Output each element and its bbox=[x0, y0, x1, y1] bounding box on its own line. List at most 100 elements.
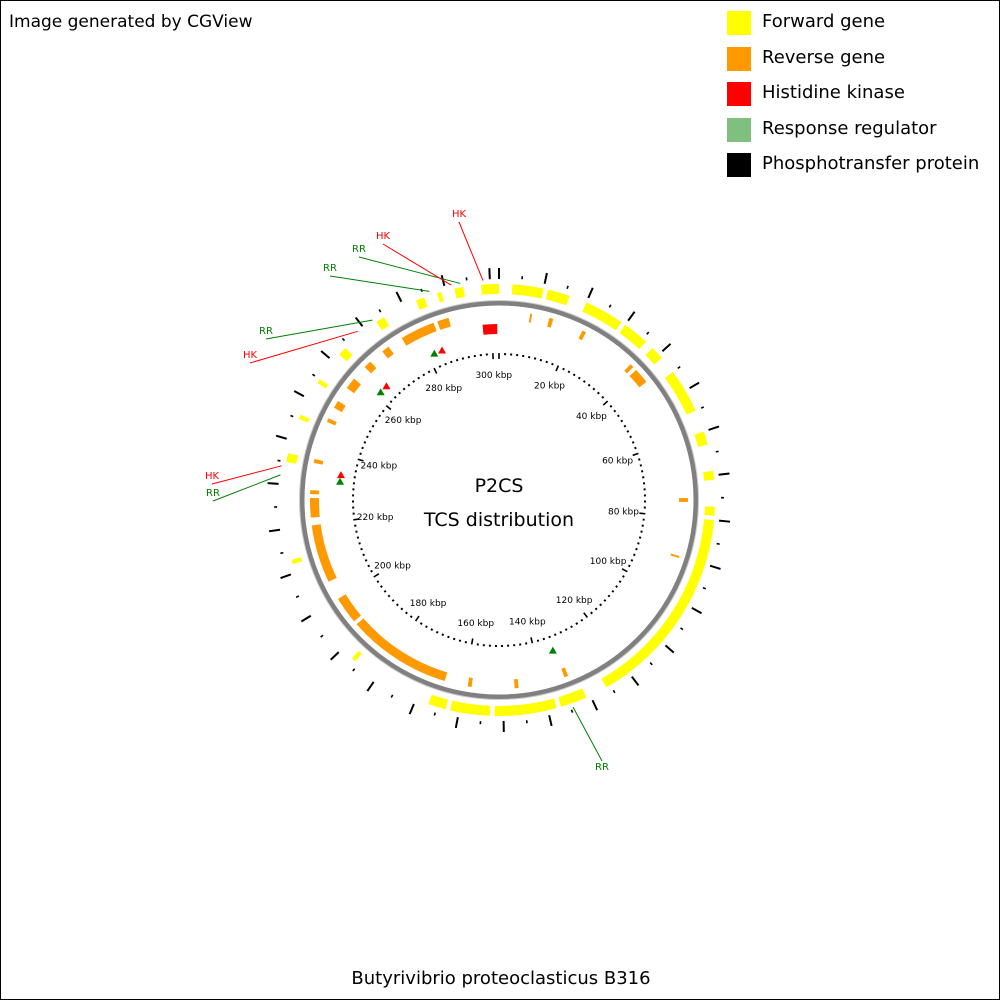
outer-tick bbox=[591, 699, 599, 711]
outer-tick bbox=[354, 316, 364, 327]
inner-minor-tick bbox=[422, 373, 426, 377]
tick-label: 120 kbp bbox=[556, 596, 593, 606]
outer-tick bbox=[608, 304, 612, 308]
reverse-gene bbox=[547, 317, 554, 328]
reverse-gene bbox=[624, 364, 634, 374]
inner-minor-tick bbox=[618, 580, 622, 583]
backbone-ring bbox=[299, 300, 699, 700]
outer-tick bbox=[649, 662, 653, 666]
inner-major-tick bbox=[621, 568, 628, 573]
organism-name: Butyrivibrio proteoclasticus B316 bbox=[351, 968, 651, 989]
outer-tick bbox=[709, 564, 721, 570]
inner-minor-tick bbox=[383, 589, 387, 593]
inner-minor-tick bbox=[361, 446, 364, 450]
inner-minor-tick bbox=[590, 611, 593, 615]
forward-gene bbox=[601, 519, 715, 688]
tick-label: 300 kbp bbox=[475, 371, 512, 381]
forward-gene bbox=[286, 453, 298, 464]
outer-tick bbox=[454, 716, 459, 729]
feature-leader-line bbox=[382, 243, 452, 286]
inner-minor-tick bbox=[364, 559, 368, 562]
inner-major-tick bbox=[583, 612, 589, 618]
swatch-response-regulator bbox=[727, 117, 751, 142]
outer-tick bbox=[280, 551, 284, 555]
inner-major-tick bbox=[385, 405, 392, 411]
reverse-gene bbox=[437, 317, 451, 330]
forward-gene bbox=[582, 302, 622, 331]
tick-label: 180 kbp bbox=[410, 599, 447, 609]
inner-minor-tick bbox=[363, 441, 367, 444]
outer-tick bbox=[627, 311, 636, 322]
outer-tick bbox=[631, 676, 640, 686]
reverse-gene bbox=[561, 667, 569, 678]
inner-minor-tick bbox=[402, 387, 406, 391]
rr-marker bbox=[376, 388, 385, 396]
forward-gene bbox=[454, 286, 465, 299]
inner-major-tick bbox=[530, 637, 534, 644]
tick-label: 260 kbp bbox=[385, 416, 422, 426]
forward-gene bbox=[436, 291, 444, 303]
forward-gene bbox=[415, 297, 428, 310]
inner-minor-tick bbox=[427, 370, 431, 374]
inner-minor-tick bbox=[409, 615, 413, 619]
outer-tick bbox=[680, 627, 684, 631]
inner-major-tick bbox=[555, 365, 560, 372]
outer-tick bbox=[718, 472, 730, 476]
inner-major-tick bbox=[470, 638, 474, 645]
reverse-gene bbox=[356, 618, 448, 682]
outer-tick bbox=[300, 614, 312, 623]
inner-minor-tick bbox=[400, 607, 404, 611]
forward-gene bbox=[481, 284, 499, 295]
outer-tick bbox=[543, 272, 548, 284]
inner-minor-tick bbox=[607, 594, 611, 598]
tick-label: 20 kbp bbox=[534, 382, 565, 392]
inner-minor-tick bbox=[575, 622, 579, 625]
reverse-gene bbox=[326, 418, 337, 426]
inner-major-tick bbox=[353, 518, 360, 521]
forward-gene-track bbox=[286, 284, 715, 716]
forward-gene bbox=[351, 650, 362, 662]
inner-minor-tick bbox=[616, 414, 620, 418]
forward-gene bbox=[494, 698, 557, 716]
legend-label-histidine-kinase: Histidine kinase bbox=[762, 82, 905, 103]
inner-minor-tick bbox=[450, 360, 453, 364]
hk-marker bbox=[336, 471, 345, 479]
reverse-gene bbox=[467, 677, 473, 687]
hk-marker bbox=[382, 382, 391, 390]
inner-minor-tick bbox=[542, 637, 546, 641]
inner-minor-tick bbox=[376, 580, 380, 583]
tick-label: 280 kbp bbox=[425, 384, 462, 394]
inner-minor-tick bbox=[611, 589, 615, 593]
inner-minor-tick bbox=[419, 622, 423, 625]
inner-minor-tick bbox=[630, 559, 634, 562]
forward-gene bbox=[703, 470, 715, 481]
forward-gene bbox=[704, 506, 715, 516]
inner-minor-tick bbox=[638, 458, 641, 461]
inner-minor-tick bbox=[455, 358, 459, 362]
inner-minor-tick bbox=[634, 446, 637, 450]
feature-label: HK bbox=[376, 231, 391, 242]
inner-minor-tick bbox=[405, 611, 408, 615]
outer-tick bbox=[677, 365, 681, 370]
inner-minor-tick bbox=[587, 383, 591, 387]
tick-label: 60 kbp bbox=[602, 456, 633, 466]
inner-minor-tick bbox=[629, 435, 632, 439]
swatch-histidine-kinase bbox=[727, 82, 751, 106]
inner-minor-tick bbox=[371, 424, 375, 428]
outer-tick bbox=[612, 689, 616, 694]
forward-gene bbox=[619, 324, 647, 350]
inner-minor-tick bbox=[577, 376, 581, 380]
scale-tick-labels: 20 kbp 40 kbp 60 kbp 80 kbp 100 kbp 120 kbp 14… bbox=[357, 371, 639, 629]
reverse-gene bbox=[678, 498, 688, 502]
inner-minor-tick bbox=[635, 547, 638, 551]
outer-tick bbox=[661, 343, 672, 352]
inner-minor-tick bbox=[572, 373, 576, 377]
inner-minor-tick bbox=[370, 569, 373, 573]
tick-label: 160 kbp bbox=[457, 619, 494, 629]
tick-label: 200 kbp bbox=[374, 561, 411, 571]
inner-minor-tick bbox=[444, 362, 447, 366]
inner-minor-tick bbox=[580, 618, 584, 622]
inner-major-tick bbox=[357, 458, 364, 462]
outer-tick bbox=[700, 406, 705, 409]
